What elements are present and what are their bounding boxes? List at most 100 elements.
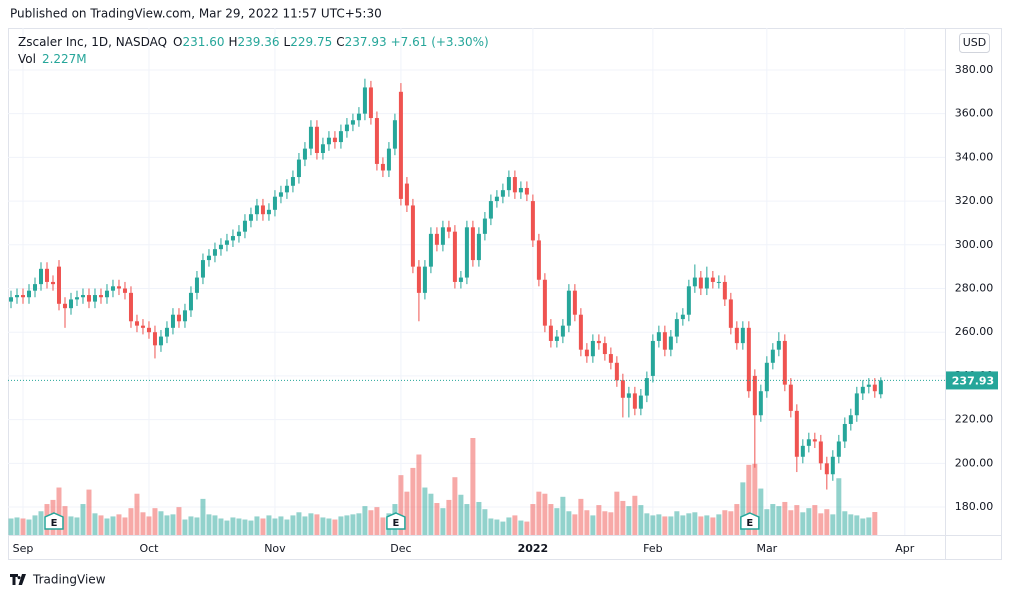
candle-body — [476, 233, 481, 261]
candle-body — [860, 386, 865, 394]
volume-bar — [62, 506, 68, 535]
volume-bar — [824, 509, 830, 535]
candle-body — [116, 286, 121, 289]
candle-body — [632, 393, 637, 409]
volume-bar — [110, 516, 116, 535]
candle-body — [512, 177, 517, 193]
volume-bar — [566, 511, 572, 535]
candle-body — [200, 260, 205, 278]
brand-logo — [10, 574, 26, 585]
candle-body — [758, 391, 763, 416]
candle-body — [56, 266, 61, 304]
volume-bar — [326, 518, 332, 535]
y-tick-label: 200.00 — [955, 456, 994, 469]
candle-body — [854, 393, 859, 416]
volume-bar — [764, 509, 770, 535]
earnings-label: E — [392, 518, 399, 529]
volume-bar — [80, 504, 86, 535]
candle-body — [620, 380, 625, 398]
volume-bar — [488, 518, 494, 535]
volume-bar — [860, 518, 866, 535]
volume-bar — [686, 513, 692, 535]
volume-bar — [518, 520, 524, 535]
candle-body — [272, 196, 277, 210]
candle-body — [44, 268, 49, 282]
volume-bar — [116, 514, 122, 535]
volume-bar — [344, 515, 350, 535]
volume-bar — [800, 512, 806, 535]
candle-body — [704, 277, 709, 289]
volume-bar — [788, 510, 794, 535]
candle-body — [710, 277, 715, 282]
candle-body — [350, 120, 355, 125]
last-price-label: 237.93 — [952, 374, 994, 387]
candle-body — [98, 295, 103, 298]
volume-bar — [608, 512, 614, 535]
candle-body — [110, 286, 115, 291]
currency-button[interactable] — [959, 33, 990, 53]
x-tick-label: Apr — [895, 542, 915, 555]
volume-bar — [374, 507, 380, 535]
volume-bar — [716, 514, 722, 535]
candle-body — [608, 354, 613, 363]
volume-bar — [704, 515, 710, 535]
candle-body — [176, 314, 181, 322]
candle-body — [14, 295, 19, 298]
candle-body — [500, 190, 505, 197]
candle-body — [578, 314, 583, 350]
legend-item: O — [173, 35, 182, 49]
volume-bar — [440, 508, 446, 535]
volume-bar — [830, 514, 836, 535]
candle-body — [50, 281, 55, 285]
volume-bar — [230, 517, 236, 535]
volume-bar — [596, 505, 602, 535]
earnings-label: E — [51, 518, 58, 529]
candle-body — [410, 205, 415, 267]
brand: TradingView — [32, 573, 106, 587]
volume-bar — [356, 513, 362, 535]
legend-item: Zscaler Inc, 1D, NASDAQ — [18, 35, 167, 49]
candle-body — [572, 290, 577, 315]
candle-body — [266, 209, 271, 215]
volume-bar — [464, 504, 470, 535]
volume-bar — [332, 519, 338, 535]
candle-body — [158, 336, 163, 346]
candle-body — [188, 292, 193, 311]
candle-body — [680, 314, 685, 320]
volume-bar — [524, 521, 530, 535]
candle-body — [458, 277, 463, 282]
candle-body — [194, 277, 199, 293]
y-tick-label: 220.00 — [955, 413, 994, 426]
candle-body — [662, 332, 667, 350]
earnings-marker — [44, 512, 64, 530]
volume-bar — [530, 504, 536, 535]
candle-body — [566, 290, 571, 326]
volume-bar — [428, 493, 434, 535]
y-tick-label: 260.00 — [955, 325, 994, 338]
volume-bar — [74, 517, 80, 535]
candle-body — [518, 187, 523, 193]
candle-body — [656, 332, 661, 341]
legend-item: 237.93 — [345, 35, 387, 49]
volume-bar — [260, 518, 266, 535]
candle-body — [830, 456, 835, 475]
volume-bar — [710, 517, 716, 535]
volume-bar — [314, 514, 320, 535]
volume-bar — [104, 518, 110, 535]
volume-bar — [38, 511, 44, 535]
volume-bar — [272, 518, 278, 535]
volume-bar — [134, 493, 140, 535]
volume-bar — [176, 507, 182, 535]
volume-bar — [56, 487, 62, 535]
volume-bar — [320, 517, 326, 535]
candle-body — [344, 124, 349, 132]
candle-body — [212, 249, 217, 256]
candle-body — [800, 445, 805, 457]
volume-bar — [674, 511, 680, 535]
candle-body — [230, 236, 235, 241]
candle-body — [524, 187, 529, 195]
volume-bar — [620, 500, 626, 535]
candle-body — [20, 295, 25, 298]
